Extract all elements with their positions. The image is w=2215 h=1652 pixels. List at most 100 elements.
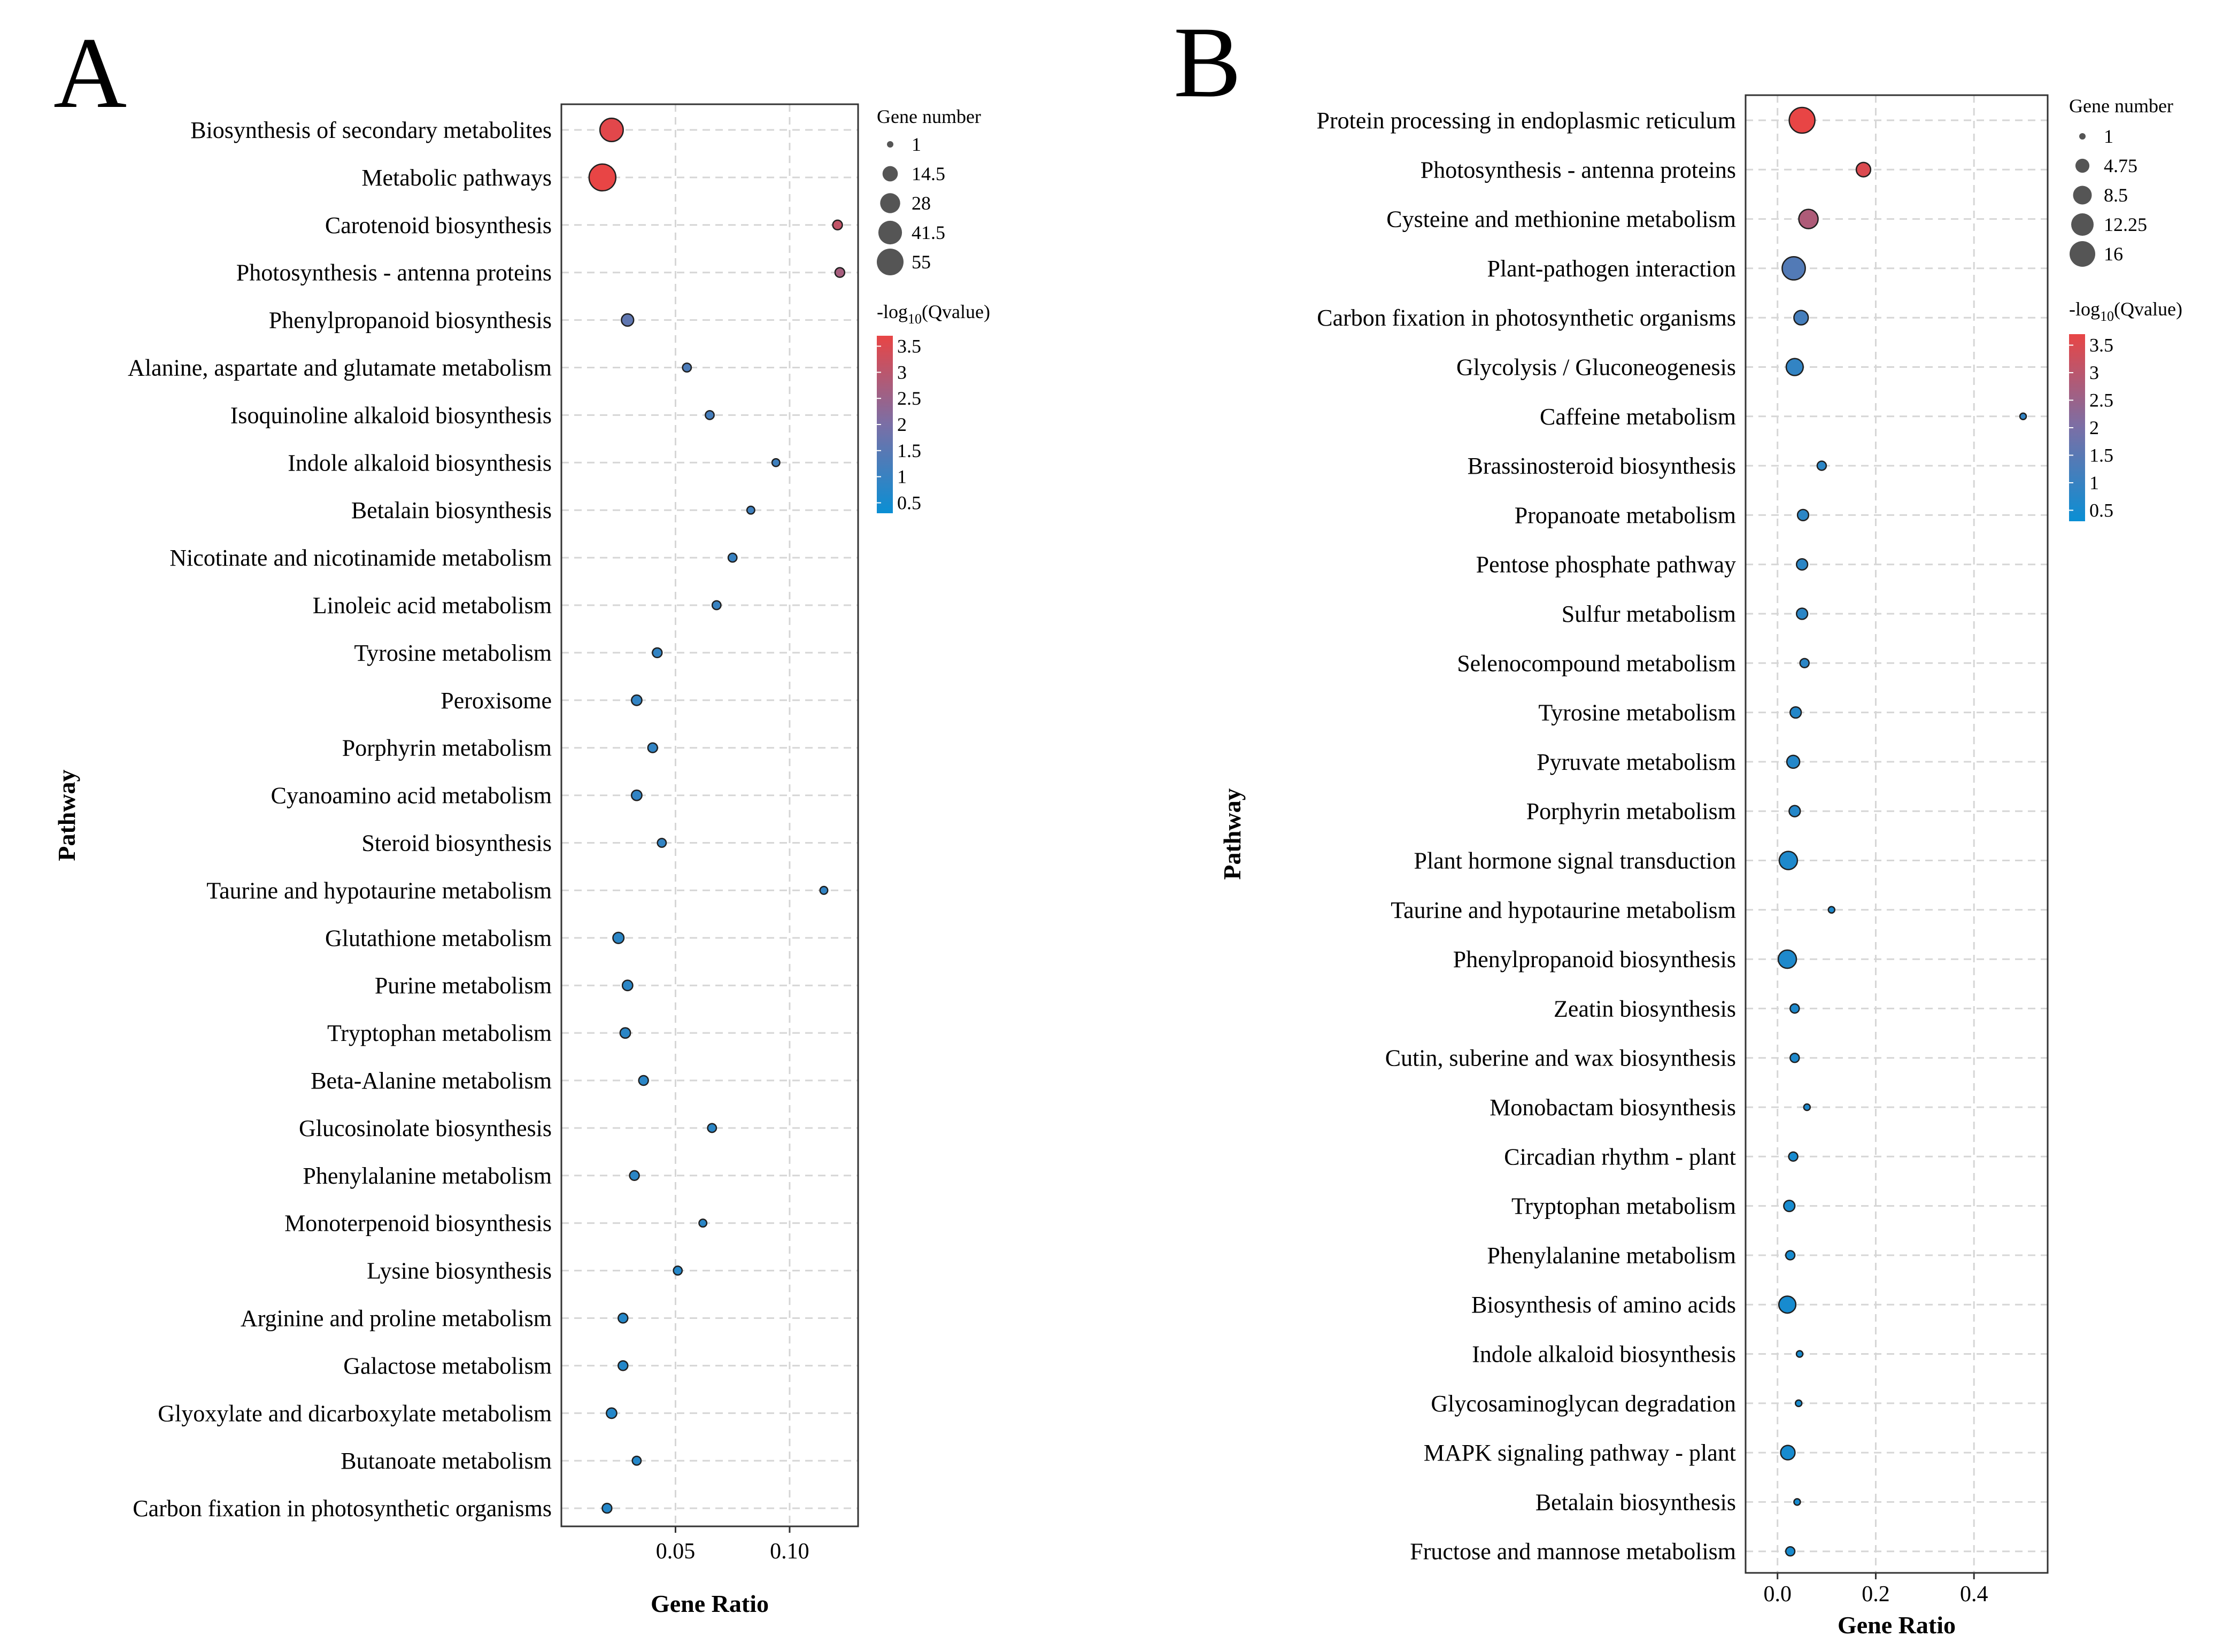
size-legend-dot xyxy=(882,166,898,182)
color-bar-tick-label: 0.5 xyxy=(2089,499,2113,521)
size-legend-label: 12.25 xyxy=(2104,214,2147,235)
data-point xyxy=(1778,851,1799,870)
pathway-label: Glutathione metabolism xyxy=(325,925,552,951)
size-legend-dot xyxy=(2075,158,2090,173)
pathway-label: Carbon fixation in photosynthetic organi… xyxy=(1317,305,1736,331)
data-point xyxy=(1781,256,1806,281)
pathway-label: Sulfur metabolism xyxy=(1562,601,1736,627)
color-bar-tick-label: 1.5 xyxy=(2089,444,2113,466)
pathway-label: MAPK signaling pathway - plant xyxy=(1424,1440,1736,1466)
pathway-label: Betalain biosynthesis xyxy=(1535,1489,1736,1515)
pathway-label: Arginine and proline metabolism xyxy=(241,1306,552,1332)
data-point xyxy=(1796,558,1809,571)
pathway-label: Biosynthesis of amino acids xyxy=(1471,1292,1736,1318)
pathway-label: Monobactam biosynthesis xyxy=(1489,1094,1736,1121)
pathway-label: Cyanoamino acid metabolism xyxy=(271,783,552,809)
color-legend-title-prefix: -log xyxy=(2069,298,2100,320)
data-point xyxy=(1788,1151,1799,1162)
color-bar-tick-label: 1 xyxy=(897,466,907,488)
x-tick-label: 0.4 xyxy=(1960,1582,1988,1607)
pathway-label: Tryptophan metabolism xyxy=(1511,1193,1736,1219)
data-point xyxy=(832,219,843,231)
size-legend-label: 4.75 xyxy=(2104,155,2137,176)
color-legend-title: -log10(Qvalue) xyxy=(2069,298,2182,324)
data-point xyxy=(1796,607,1809,620)
color-bar-tick-label: 0.5 xyxy=(897,492,921,513)
pathway-label: Glycosaminoglycan degradation xyxy=(1431,1391,1736,1417)
data-point xyxy=(621,979,634,992)
pathway-label: Phenylpropanoid biosynthesis xyxy=(269,307,552,334)
panel-letter: B xyxy=(1174,6,1241,119)
x-axis-title: Gene Ratio xyxy=(1838,1611,1956,1639)
data-point xyxy=(1816,460,1827,471)
data-point xyxy=(819,885,829,895)
panel-a: A Biosynthesis of secondary metabolites Me… xyxy=(53,17,990,1617)
pathway-label: Tyrosine metabolism xyxy=(354,640,552,666)
data-point xyxy=(673,1265,683,1276)
data-point xyxy=(1795,1350,1804,1358)
data-point xyxy=(1785,1546,1796,1557)
data-point xyxy=(1786,754,1801,769)
plot-frame xyxy=(560,103,859,1527)
data-point xyxy=(1794,1399,1803,1408)
y-axis-title: Pathway xyxy=(1218,788,1246,879)
data-point xyxy=(746,505,755,515)
pathway-label: Carotenoid biosynthesis xyxy=(325,212,552,238)
pathway-label: Glycolysis / Gluconeogenesis xyxy=(1456,354,1736,381)
data-point xyxy=(1798,209,1819,229)
size-legend-dot xyxy=(2070,241,2095,267)
data-point xyxy=(652,647,663,659)
pathway-label: Biosynthesis of secondary metabolites xyxy=(190,117,552,143)
size-legend-label: 28 xyxy=(912,192,931,214)
data-point xyxy=(1803,1103,1811,1111)
pathway-label: Peroxisome xyxy=(441,688,552,714)
data-point xyxy=(606,1407,618,1419)
color-bar-tick-label: 3 xyxy=(2089,362,2099,383)
size-legend-dot xyxy=(887,141,893,148)
data-point xyxy=(601,1502,613,1514)
data-point xyxy=(599,117,624,143)
data-point xyxy=(834,267,846,278)
pathway-label: Carbon fixation in photosynthetic organi… xyxy=(133,1495,552,1522)
pathway-label: Indole alkaloid biosynthesis xyxy=(288,450,552,476)
size-legend-label: 1 xyxy=(912,134,921,155)
pathway-label: Phenylalanine metabolism xyxy=(1487,1242,1736,1269)
color-bar-tick-label: 1.5 xyxy=(897,440,921,461)
data-point xyxy=(1785,1250,1796,1261)
pathway-label: Butanoate metabolism xyxy=(341,1448,552,1474)
pathway-label: Protein processing in endoplasmic reticu… xyxy=(1316,107,1736,134)
data-point xyxy=(711,600,722,611)
size-legend-label: 41.5 xyxy=(912,222,945,243)
size-legend-dot xyxy=(2079,133,2086,140)
pathway-label: Glyoxylate and dicarboxylate metabolism xyxy=(158,1400,552,1426)
color-legend-title-suffix: (Qvalue) xyxy=(2114,298,2182,320)
pathway-label: Steroid biosynthesis xyxy=(361,830,552,856)
size-legend-label: 55 xyxy=(912,251,931,273)
data-point xyxy=(2019,412,2027,421)
pathway-label: Tryptophan metabolism xyxy=(327,1020,552,1046)
data-point xyxy=(588,163,617,192)
pathway-label: Taurine and hypotaurine metabolism xyxy=(206,877,552,904)
size-legend-dot xyxy=(2073,186,2092,205)
color-bar-tick-label: 2.5 xyxy=(2089,390,2113,411)
size-legend-label: 14.5 xyxy=(912,163,945,184)
data-point xyxy=(618,1360,629,1371)
pathway-label: Plant hormone signal transduction xyxy=(1414,848,1736,874)
data-point xyxy=(647,742,658,753)
size-legend-dot xyxy=(2071,213,2094,236)
pathway-label: Cutin, suberine and wax biosynthesis xyxy=(1385,1045,1736,1071)
color-bar-tick-label: 2.5 xyxy=(897,388,921,409)
pathway-label: Monoterpenoid biosynthesis xyxy=(284,1210,552,1237)
pathway-label: Circadian rhythm - plant xyxy=(1504,1144,1736,1170)
pathway-label: Photosynthesis - antenna proteins xyxy=(1421,157,1736,183)
pathway-label: Linoleic acid metabolism xyxy=(313,592,552,619)
panel-letter: A xyxy=(53,17,127,129)
pathway-label: Pentose phosphate pathway xyxy=(1476,552,1736,578)
pathway-label: Photosynthesis - antenna proteins xyxy=(236,260,552,286)
x-tick-label: 0.05 xyxy=(656,1539,696,1564)
pathway-label: Selenocompound metabolism xyxy=(1457,650,1736,676)
data-point xyxy=(698,1218,708,1228)
pathway-label: Taurine and hypotaurine metabolism xyxy=(1391,897,1736,923)
data-point xyxy=(630,694,643,706)
